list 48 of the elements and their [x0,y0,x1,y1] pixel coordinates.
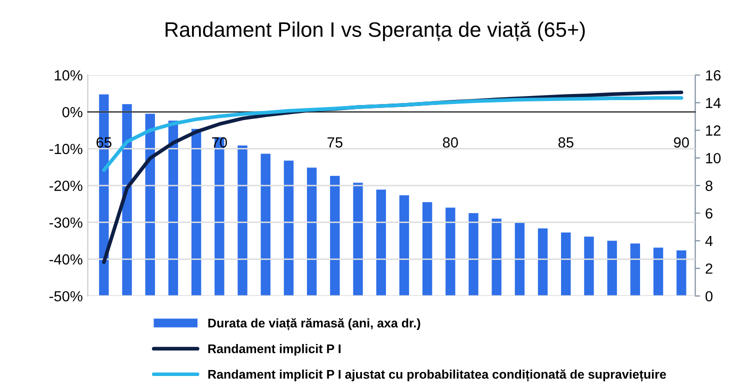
legend-label: Randament implicit P I [208,344,340,356]
y2-tick-label: 6 [706,208,712,219]
x-tick-label: 85 [558,137,574,148]
bar [676,250,686,296]
y-tick-label: -50% [49,291,82,302]
y-tick-label: 10% [54,70,82,80]
y-tick-label: -20% [49,180,82,191]
bar [260,154,270,296]
x-tick-label: 75 [328,137,342,148]
bar [492,218,502,296]
y2-tick-label: 10 [706,153,721,164]
bar [330,176,340,296]
legend-label: Randament implicit P I ajustat cu probabilitatea condiționată de supraviețuire [208,369,666,382]
bar [584,236,594,296]
y2-tick-label: 4 [705,236,713,246]
y-tick-label: -10% [49,144,82,154]
y2-tick-label: 12 [706,125,720,136]
x-tick-label: 90 [674,137,689,148]
bar [607,240,617,296]
bar [168,120,178,296]
bar [122,104,132,296]
bar [630,244,640,296]
bar [284,160,294,296]
bar [238,145,248,296]
y-tick-label: -30% [49,217,82,228]
bar [145,114,155,296]
y2-tick-label: 16 [706,70,721,80]
bar [514,222,525,296]
y-tick-label: -40% [49,254,82,265]
y-tick-label: 0% [62,106,82,118]
bar [561,232,571,296]
chart-title: Randament Pilon I vs Speranța de viață (65+) [166,21,585,42]
y2-tick-label: 14 [706,98,721,108]
y2-tick-label: 8 [706,180,712,191]
bar [422,202,432,296]
y2-tick-label: 2 [706,263,712,274]
y2-tick-label: 0 [706,291,713,302]
legend-label: Durata de viață rămasă (ani, axa dr.) [208,318,420,330]
bar [653,248,664,296]
bar [468,213,478,296]
bar [399,195,410,296]
bar [538,228,548,296]
bar [191,128,202,296]
x-tick-label: 80 [442,137,458,148]
bar [376,190,386,296]
bar [306,168,317,296]
bar [353,182,363,296]
bar [446,208,456,296]
